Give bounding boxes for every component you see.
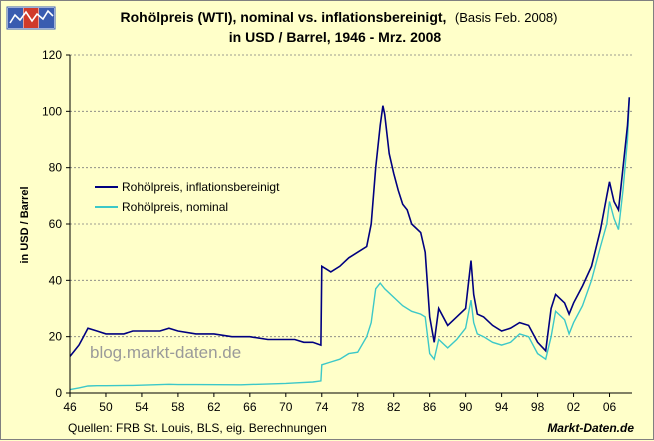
chart-subtitle: in USD / Barrel, 1946 - Mrz. 2008 bbox=[229, 29, 442, 45]
y-tick-label-20: 20 bbox=[49, 330, 63, 344]
x-tick-label-58: 58 bbox=[171, 400, 185, 414]
source-note: Quellen: FRB St. Louis, BLS, eig. Berech… bbox=[68, 421, 327, 435]
chart-title-bold: Rohölpreis (WTI), nominal vs. inflations… bbox=[121, 9, 447, 25]
x-tick-label-62: 62 bbox=[207, 400, 221, 414]
x-tick-label-94: 94 bbox=[495, 400, 509, 414]
watermark: blog.markt-daten.de bbox=[90, 343, 241, 362]
x-tick-label-50: 50 bbox=[99, 400, 113, 414]
x-tick-labels: 46 50 54 58 62 66 70 74 78 82 86 90 94 98 02 06 bbox=[63, 393, 617, 414]
gridlines bbox=[70, 54, 632, 338]
series-line-nominal bbox=[69, 97, 630, 391]
x-tick-label-82: 82 bbox=[387, 400, 401, 414]
y-tick-label-0: 0 bbox=[55, 386, 62, 400]
y-tick-label-60: 60 bbox=[49, 217, 63, 231]
x-tick-label-78: 78 bbox=[351, 400, 365, 414]
x-tick-label-86: 86 bbox=[423, 400, 437, 414]
x-tick-label-90: 90 bbox=[459, 400, 473, 414]
market-data-chart-logo-icon bbox=[6, 6, 56, 30]
brand-label: Markt-Daten.de bbox=[547, 421, 634, 435]
chart-title-basis: (Basis Feb. 2008) bbox=[455, 10, 558, 25]
x-tick-label-46: 46 bbox=[63, 400, 77, 414]
x-tick-label-54: 54 bbox=[135, 400, 149, 414]
chart-title: Rohölpreis (WTI), nominal vs. inflations… bbox=[121, 9, 558, 26]
legend-label-inflation-adjusted: Rohölpreis, inflationsbereinigt bbox=[122, 180, 280, 194]
x-tick-label-74: 74 bbox=[315, 400, 329, 414]
x-tick-label-98: 98 bbox=[531, 400, 545, 414]
y-tick-labels: 0 20 40 60 80 100 120 bbox=[42, 48, 70, 400]
x-tick-label-06: 06 bbox=[603, 400, 617, 414]
y-tick-label-80: 80 bbox=[49, 161, 63, 175]
series-line-inflation-adjusted bbox=[69, 97, 631, 357]
legend-label-nominal: Rohölpreis, nominal bbox=[122, 200, 228, 214]
y-tick-label-100: 100 bbox=[42, 104, 62, 118]
x-tick-label-02: 02 bbox=[567, 400, 581, 414]
y-axis-label: in USD / Barrel bbox=[19, 186, 31, 263]
y-tick-label-120: 120 bbox=[42, 48, 62, 62]
x-tick-label-66: 66 bbox=[243, 400, 257, 414]
legend: Rohölpreis, inflationsbereinigt Rohölpre… bbox=[95, 180, 280, 214]
y-tick-label-40: 40 bbox=[49, 273, 63, 287]
x-tick-label-70: 70 bbox=[279, 400, 293, 414]
